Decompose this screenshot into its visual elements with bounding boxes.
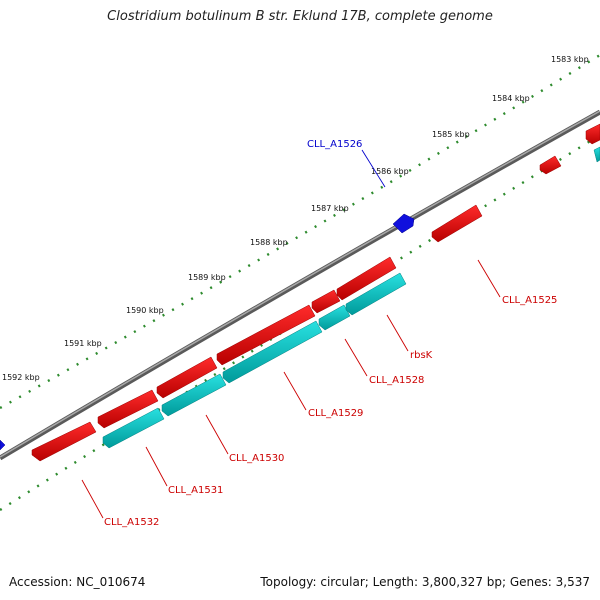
gene-label-leaders [81,149,501,519]
gene-cll-a1532 [31,421,97,462]
other-genes [0,213,415,451]
label-cll-a1528: CLL_A1528 [369,375,424,386]
tick-label-1585: 1585 kbp [432,130,470,139]
gene-cll-a1524 [539,155,562,175]
tick-label-1588: 1588 kbp [250,238,288,247]
tick-label-1584: 1584 kbp [492,94,530,103]
gene-cll-a1529 [216,304,316,366]
outer-scale-arc [0,53,600,410]
tick-label-1583: 1583 kbp [551,55,589,64]
gene-cll-a1530 [156,356,218,399]
label-cll-a1530: CLL_A1530 [229,453,284,464]
inner-scale-arc [0,133,600,512]
gene-cll-a1531-rev [161,373,227,417]
gene-cll-a1528-rev [345,272,407,316]
gene-cll-a1531 [97,389,159,429]
tick-label-1586: 1586 kbp [371,167,409,176]
tick-label-1587: 1587 kbp [311,204,349,213]
label-cll-a1526: CLL_A1526 [307,139,362,150]
map-title: Clostridium botulinum B str. Eklund 17B,… [107,9,493,24]
genome-backbone [0,109,600,461]
gene-rbsk [336,256,397,301]
forward-strand-genes [31,123,600,462]
gene-labels: CLL_A1526 CLL_A1525 rbsK CLL_A1528 CLL_A… [104,139,557,528]
label-cll-a1532: CLL_A1532 [104,517,159,528]
tick-label-1589: 1589 kbp [188,273,226,282]
tick-label-1592: 1592 kbp [2,373,40,382]
gene-cll-a1529-rev [318,304,351,331]
gene-cll-a1528 [311,289,341,314]
gene-cll-a1523 [585,123,600,145]
gene-left-edge [0,439,6,451]
scale-tick-labels: 1583 kbp 1584 kbp 1585 kbp 1586 kbp 1587… [2,55,589,382]
label-cll-a1525: CLL_A1525 [502,295,557,306]
genome-stats-text: Topology: circular; Length: 3,800,327 bp… [260,575,590,589]
reverse-strand-genes [102,146,600,449]
accession-text: Accession: NC_010674 [9,575,146,589]
gene-cll-a1522-rev [593,146,600,163]
gene-cll-a1526 [392,213,415,234]
tick-label-1591: 1591 kbp [64,339,102,348]
label-rbsk: rbsK [410,350,433,361]
label-cll-a1531: CLL_A1531 [168,485,223,496]
gene-cll-a1525 [431,204,483,243]
tick-label-1590: 1590 kbp [126,306,164,315]
gene-cll-a1532-rev [102,407,165,449]
gene-cll-a1530-rev [222,320,323,384]
label-cll-a1529: CLL_A1529 [308,408,363,419]
